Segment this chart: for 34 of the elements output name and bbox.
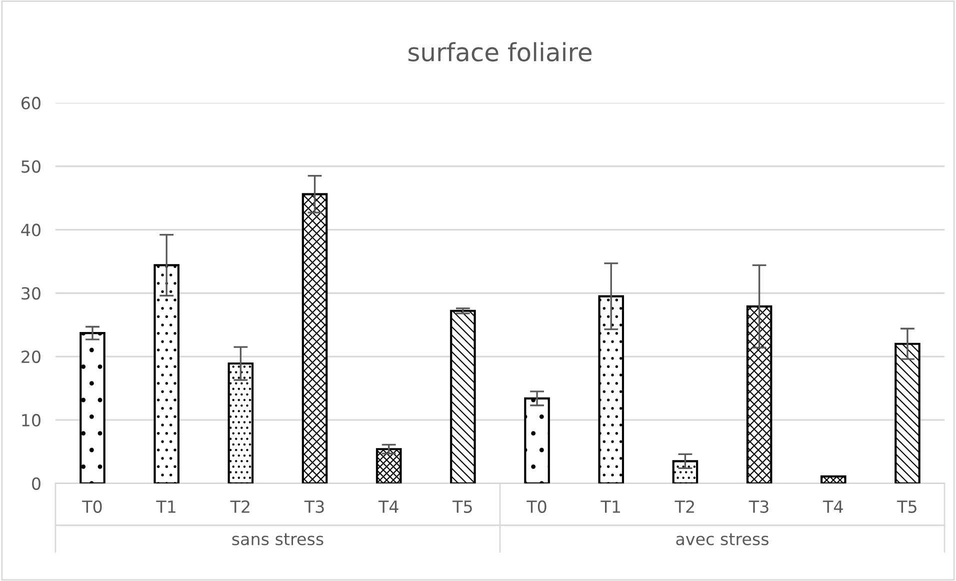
x-tick-label: T0 — [82, 500, 102, 513]
x-tick-label: T3 — [748, 500, 768, 513]
bar — [598, 295, 624, 484]
y-tick-label: 20 — [22, 350, 40, 364]
bar — [894, 342, 920, 484]
bar — [450, 310, 476, 484]
bar — [302, 193, 328, 484]
bar — [376, 448, 402, 484]
y-tick-label: 50 — [22, 160, 40, 173]
x-tick-label: T3 — [304, 500, 324, 513]
text: avec stress — [676, 533, 768, 546]
x-tick-label: T2 — [230, 500, 250, 513]
bar — [80, 332, 106, 484]
x-tick-label: T1 — [600, 500, 620, 513]
y-tick-label: 10 — [22, 414, 40, 427]
y-tick-label: 30 — [22, 287, 40, 300]
x-tick-label: T1 — [156, 500, 176, 513]
x-tick-label: T4 — [378, 500, 398, 513]
x-tick-label: T5 — [897, 500, 916, 513]
y-tick-label: 60 — [22, 96, 40, 110]
bar — [154, 264, 180, 484]
bar — [524, 397, 550, 484]
bar — [672, 460, 698, 484]
chart-title: surface foliaire — [408, 42, 592, 62]
x-tick-label: T2 — [674, 500, 694, 513]
bar — [820, 475, 846, 484]
x-tick-label: T5 — [452, 500, 472, 513]
x-tick-label: T0 — [526, 500, 546, 513]
bar — [228, 362, 254, 484]
y-tick-label: 40 — [21, 224, 40, 236]
bar — [746, 305, 772, 484]
text: sans stress — [232, 533, 324, 546]
y-tick-label: 0 — [32, 477, 40, 490]
x-tick-label: T4 — [822, 500, 843, 513]
